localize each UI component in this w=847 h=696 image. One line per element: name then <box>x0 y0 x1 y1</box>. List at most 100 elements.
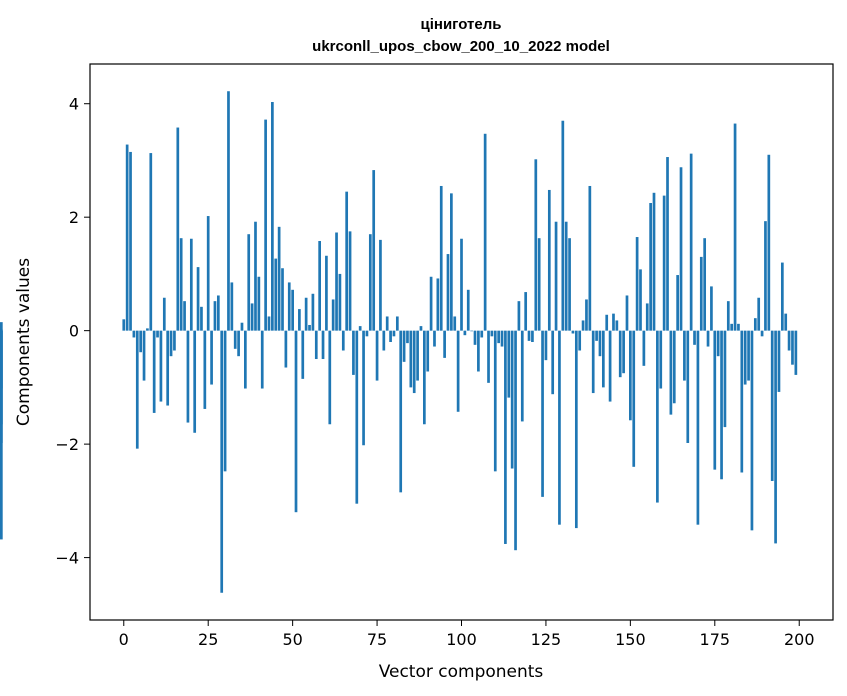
bar <box>669 330 673 415</box>
bar <box>233 330 237 349</box>
bar <box>146 328 149 331</box>
bar <box>693 330 696 345</box>
bar <box>716 330 720 357</box>
bar <box>216 295 220 331</box>
bar <box>227 91 230 331</box>
bar <box>777 330 781 392</box>
plot-frame <box>89 63 834 621</box>
bar <box>605 314 609 331</box>
bar <box>723 330 727 428</box>
bar <box>456 330 460 412</box>
bar <box>132 330 136 338</box>
bar <box>764 221 767 331</box>
bar <box>622 330 625 374</box>
bar <box>598 330 602 357</box>
y-tick-label: −2 <box>55 435 79 454</box>
bar <box>318 241 321 331</box>
bar <box>284 330 288 368</box>
bar <box>362 330 365 446</box>
bar <box>423 330 426 425</box>
bar <box>500 330 504 347</box>
bar <box>240 322 244 331</box>
y-tick-label: 0 <box>69 322 79 341</box>
bar <box>173 330 176 351</box>
bar <box>166 330 170 406</box>
bar <box>652 192 656 331</box>
bar <box>186 330 190 423</box>
bar <box>139 330 143 353</box>
bar <box>254 221 257 331</box>
y-axis-ticks: −4 −2 0 2 4 <box>55 95 90 568</box>
bar <box>416 330 419 381</box>
bar <box>571 330 575 334</box>
bar <box>504 330 507 544</box>
chart-title: ціниготель <box>421 16 502 33</box>
bar <box>706 330 710 347</box>
bar <box>737 323 740 331</box>
bar <box>551 330 555 395</box>
bar <box>372 170 376 331</box>
bar <box>338 273 342 331</box>
y-tick-label: 2 <box>69 208 79 227</box>
bar <box>409 330 413 388</box>
bar <box>544 330 548 361</box>
bar <box>277 226 281 331</box>
bar <box>679 167 683 331</box>
bar <box>659 330 663 389</box>
bar <box>477 330 480 372</box>
bar <box>601 330 605 388</box>
bar <box>156 330 159 338</box>
x-tick-label: 50 <box>282 630 302 649</box>
bar <box>537 238 541 331</box>
bar <box>429 276 433 331</box>
bar <box>770 330 774 481</box>
bar <box>767 154 771 331</box>
bar <box>514 330 517 551</box>
x-axis-label: Vector components <box>379 662 544 682</box>
bar <box>632 330 636 467</box>
x-tick-label: 175 <box>700 630 731 649</box>
bar <box>402 330 406 362</box>
bar <box>753 318 757 331</box>
x-tick-label: 150 <box>615 630 646 649</box>
bar <box>743 330 747 385</box>
bar <box>298 309 301 331</box>
bar <box>463 330 467 336</box>
bar <box>497 330 500 344</box>
bar <box>406 330 409 344</box>
bar <box>368 234 372 331</box>
bar <box>635 237 639 331</box>
bar <box>710 286 713 331</box>
bar <box>436 278 440 331</box>
bar <box>159 330 163 402</box>
bar <box>176 127 180 331</box>
bar <box>713 330 717 470</box>
bar <box>662 195 666 331</box>
x-tick-label: 125 <box>531 630 562 649</box>
bar <box>365 330 369 337</box>
bar <box>460 238 463 331</box>
bar <box>656 330 659 503</box>
x-tick-label: 75 <box>367 630 387 649</box>
bar <box>0 330 3 425</box>
bar-series <box>0 91 798 593</box>
bar <box>507 330 511 398</box>
bar <box>304 297 308 331</box>
bar <box>581 320 585 331</box>
bar <box>520 330 524 422</box>
bar <box>645 303 649 331</box>
bar <box>395 316 399 331</box>
bar <box>264 119 267 331</box>
bar <box>301 330 305 379</box>
bar <box>554 221 558 331</box>
bar <box>720 330 723 480</box>
bar <box>267 316 271 331</box>
bar <box>443 330 446 358</box>
bar <box>608 330 612 402</box>
bar <box>200 306 203 331</box>
bar <box>348 231 352 331</box>
bar <box>169 330 173 357</box>
bar <box>237 330 240 357</box>
bar <box>791 330 794 365</box>
bar <box>466 289 470 331</box>
